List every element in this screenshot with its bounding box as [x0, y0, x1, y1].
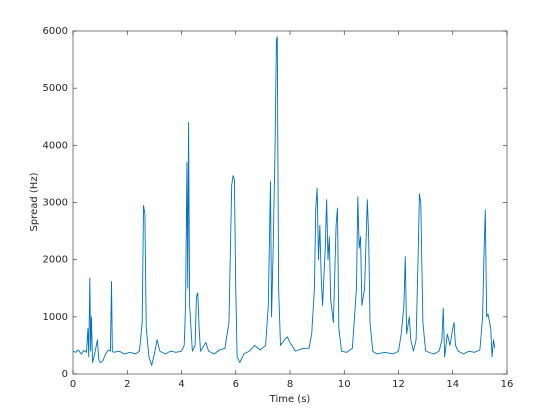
y-tick-label: 0	[62, 369, 68, 380]
y-tick-label: 5000	[43, 83, 68, 94]
y-axis-label: Spread (Hz)	[29, 172, 40, 231]
x-tick-label: 16	[501, 379, 514, 390]
y-tick-label: 6000	[43, 26, 68, 37]
x-tick-label: 8	[287, 379, 293, 390]
x-axis-label: Time (s)	[269, 394, 311, 405]
x-tick-label: 14	[446, 379, 459, 390]
x-tick-label: 4	[178, 379, 184, 390]
y-tick-label: 4000	[43, 140, 68, 151]
y-tick-label: 2000	[43, 255, 68, 266]
y-tick-label: 3000	[43, 198, 68, 209]
data-line	[72, 36, 496, 366]
y-tick-label: 1000	[43, 312, 68, 323]
x-tick-label: 6	[233, 379, 239, 390]
x-tick-label: 12	[392, 379, 405, 390]
x-tick-label: 2	[124, 379, 130, 390]
x-tick-label: 10	[338, 379, 351, 390]
x-tick-label: 0	[70, 379, 76, 390]
